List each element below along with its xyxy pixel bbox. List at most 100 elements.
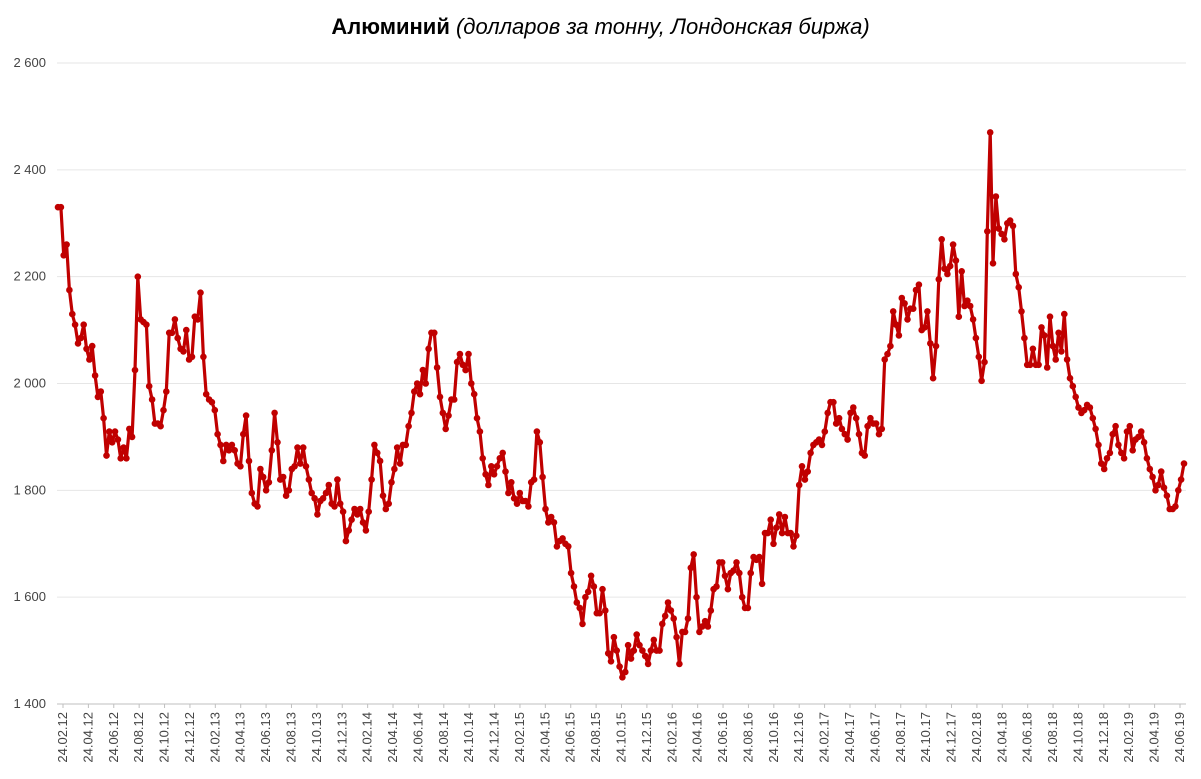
data-point xyxy=(707,607,715,614)
data-point xyxy=(895,332,903,339)
data-point xyxy=(986,129,994,136)
data-point xyxy=(94,393,102,401)
data-point xyxy=(713,583,720,590)
data-point xyxy=(978,377,985,385)
data-point xyxy=(807,449,814,457)
data-point xyxy=(157,422,164,430)
x-tick-label: 24.12.18 xyxy=(1096,712,1111,763)
x-tick-label: 24.04.13 xyxy=(233,712,248,763)
x-tick-label: 24.08.14 xyxy=(436,712,451,763)
data-point xyxy=(436,393,444,401)
data-point xyxy=(887,342,894,350)
data-point xyxy=(197,289,204,297)
data-point xyxy=(830,398,837,406)
data-point xyxy=(656,647,663,654)
data-point xyxy=(1163,492,1171,500)
data-point xyxy=(103,452,110,459)
data-point xyxy=(778,529,786,537)
data-point xyxy=(981,358,988,366)
x-tick-label: 24.06.14 xyxy=(410,712,425,763)
x-tick-label: 24.08.13 xyxy=(283,712,298,763)
data-point xyxy=(188,353,196,361)
x-tick-label: 24.04.17 xyxy=(842,712,857,763)
x-axis: 24.02.12 24.04.12 24.06.12 24.08.12 24.10.12… xyxy=(55,704,1187,763)
data-point xyxy=(502,468,509,475)
data-point xyxy=(804,468,811,475)
data-point xyxy=(108,439,116,446)
x-tick-label: 24.12.15 xyxy=(639,712,654,763)
x-tick-label: 24.02.15 xyxy=(512,712,527,763)
data-point xyxy=(790,543,797,550)
data-point xyxy=(550,519,558,526)
data-point xyxy=(676,660,683,668)
data-point xyxy=(801,476,809,483)
data-point xyxy=(972,334,980,342)
data-point xyxy=(975,353,983,361)
data-point xyxy=(929,374,937,382)
x-tick-label: 24.10.14 xyxy=(461,712,476,763)
data-point xyxy=(872,420,880,427)
data-point xyxy=(513,500,521,508)
data-point xyxy=(838,425,846,433)
data-point xyxy=(604,650,612,657)
x-tick-label: 24.02.18 xyxy=(969,712,984,763)
data-point xyxy=(259,473,267,481)
data-point xyxy=(345,527,353,534)
data-point xyxy=(622,668,629,676)
data-point xyxy=(1012,270,1020,278)
data-point xyxy=(1035,361,1042,369)
data-point xyxy=(228,441,236,449)
data-point xyxy=(619,674,626,681)
data-point xyxy=(117,455,124,462)
data-point xyxy=(393,444,401,451)
data-point xyxy=(1015,284,1022,291)
data-point xyxy=(416,390,424,398)
data-point xyxy=(636,641,643,649)
data-point xyxy=(1129,447,1136,454)
data-point xyxy=(1001,236,1008,243)
data-point xyxy=(351,505,358,513)
data-point xyxy=(200,353,207,361)
data-point xyxy=(160,406,167,414)
data-point xyxy=(1066,374,1074,382)
data-point xyxy=(644,660,652,668)
data-point xyxy=(106,428,113,435)
data-point xyxy=(756,553,763,561)
data-point xyxy=(268,447,276,454)
data-point xyxy=(262,487,270,494)
data-point xyxy=(71,321,79,329)
data-point xyxy=(222,441,230,449)
data-point xyxy=(322,489,330,497)
data-point xyxy=(462,366,469,374)
data-point xyxy=(490,471,498,478)
x-tick-label: 24.02.14 xyxy=(360,712,375,763)
data-point xyxy=(1095,441,1102,449)
data-point xyxy=(148,396,156,403)
data-point xyxy=(1149,473,1156,481)
data-point xyxy=(861,452,868,459)
data-point xyxy=(231,447,238,454)
data-point xyxy=(559,535,566,542)
data-point xyxy=(821,428,829,435)
data-point xyxy=(798,463,806,470)
data-point xyxy=(388,479,395,486)
data-point xyxy=(736,569,743,577)
data-point xyxy=(984,228,991,235)
data-point xyxy=(1120,455,1128,462)
data-point xyxy=(795,481,803,489)
data-point xyxy=(1069,382,1077,390)
x-tick-label: 24.08.12 xyxy=(131,712,146,763)
data-point xyxy=(673,633,680,641)
data-point xyxy=(1103,455,1111,462)
data-point xyxy=(1009,222,1017,230)
y-tick-label: 2 400 xyxy=(13,162,46,177)
data-point xyxy=(391,465,398,473)
data-point xyxy=(884,350,891,358)
data-point xyxy=(482,471,489,478)
data-point xyxy=(202,390,210,398)
data-point xyxy=(508,479,515,486)
data-point xyxy=(257,465,264,473)
data-point xyxy=(510,495,518,502)
data-point xyxy=(74,340,82,347)
data-point xyxy=(881,356,888,363)
